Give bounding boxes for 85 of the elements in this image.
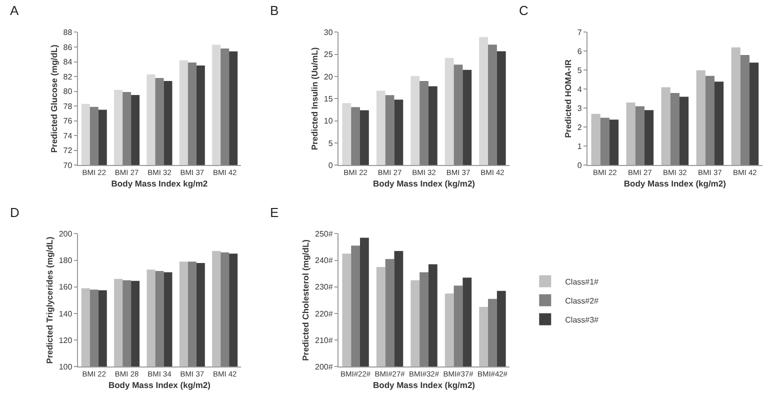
y-tick-label: 230# (315, 282, 334, 292)
y-tick-label: 25 (324, 50, 334, 60)
x-axis-title: Body Mass Index (kg/m2) (372, 380, 476, 390)
y-tick-label: 82 (63, 72, 73, 82)
y-tick-label: 74 (63, 131, 73, 140)
bar (420, 80, 428, 166)
bar (626, 102, 636, 166)
x-axis-title: Body Mass Index kg/m2 (111, 178, 208, 189)
y-tick-label: 250# (315, 230, 334, 239)
bar (360, 110, 369, 166)
bar (385, 95, 394, 166)
bar (644, 110, 654, 166)
y-tick-label: 3 (577, 104, 582, 113)
bar (342, 103, 352, 166)
y-axis-title: Predicted HOMA-IR (562, 60, 573, 138)
chart-title: B (270, 3, 279, 18)
y-tick-label: 100 (58, 362, 73, 372)
y-tick-label: 72 (63, 146, 73, 156)
bar (661, 87, 670, 166)
y-tick-label: 180 (58, 256, 73, 266)
y-tick-label: 80 (63, 87, 73, 96)
y-tick-label: 220# (315, 309, 334, 318)
chart-title: D (10, 205, 20, 220)
y-tick-label: 86 (63, 42, 73, 52)
bar (454, 64, 463, 166)
bar (462, 70, 472, 166)
y-axis-title: Predicted Insulin (Uu/mL) (309, 47, 320, 150)
y-tick-label: 0 (328, 161, 334, 170)
bar (376, 90, 386, 166)
y-tick-label: 76 (63, 116, 73, 126)
y-tick-label: 10 (324, 116, 334, 126)
bar (600, 118, 610, 166)
chart-title: E (270, 205, 279, 220)
y-tick-label: 240# (315, 256, 334, 266)
bar (740, 55, 750, 166)
bar (591, 114, 600, 166)
y-tick-label: 4 (577, 85, 582, 94)
y-tick-label: 2 (577, 123, 582, 132)
legend-label: Class#3# (565, 315, 600, 324)
y-tick-label: 200 (58, 230, 73, 239)
legend-label: Class#1# (565, 277, 600, 286)
y-tick-label: 1 (577, 142, 582, 151)
y-tick-label: 7 (577, 28, 582, 38)
y-tick-label: 140 (58, 309, 73, 318)
y-tick-label: 15 (324, 94, 334, 104)
y-tick-label: 160 (58, 282, 73, 292)
bar (496, 51, 506, 166)
chart-title: A (10, 3, 19, 18)
y-tick-label: 70 (63, 161, 73, 170)
legend-label: Class#2# (565, 296, 600, 306)
y-tick-label: 84 (63, 58, 73, 67)
chart-title: C (519, 3, 528, 18)
bar (488, 44, 497, 166)
y-axis-title: Predicted Glucose (mg/dL) (48, 44, 59, 153)
y-tick-label: 200# (315, 362, 334, 372)
y-tick-label: 78 (63, 102, 73, 111)
bar (428, 86, 438, 166)
y-tick-label: 120 (58, 336, 73, 345)
bar (410, 76, 420, 166)
bar (679, 96, 689, 166)
bar (351, 107, 360, 166)
y-tick-label: 0 (577, 161, 582, 170)
bar (609, 120, 619, 166)
y-tick-label: 20 (324, 72, 334, 82)
y-axis-title: Predicted Triglycerides (mg/dL) (44, 236, 54, 364)
y-tick-label: 30 (324, 28, 334, 38)
x-axis-title: Body Mass Index (kg/m2) (372, 178, 476, 189)
y-tick-label: 6 (577, 47, 582, 56)
bar (731, 47, 740, 166)
bar (635, 106, 644, 166)
y-tick-label: 210# (315, 336, 334, 345)
bar (705, 76, 714, 166)
bar (394, 100, 404, 166)
bar (714, 82, 724, 166)
y-tick-label: 5 (328, 138, 334, 148)
bar (444, 58, 454, 166)
y-tick-label: 5 (577, 66, 582, 76)
x-axis-title: Body Mass Index (kg/m2) (624, 178, 726, 189)
bar (749, 62, 759, 166)
bar (479, 37, 488, 166)
bar (696, 70, 706, 166)
bar (670, 93, 680, 166)
x-axis-title: Body Mass Index (kg/m2) (108, 380, 211, 390)
y-axis-title: Predicted Cholesterol (mg/dL) (300, 239, 311, 361)
y-tick-label: 88 (63, 28, 73, 38)
